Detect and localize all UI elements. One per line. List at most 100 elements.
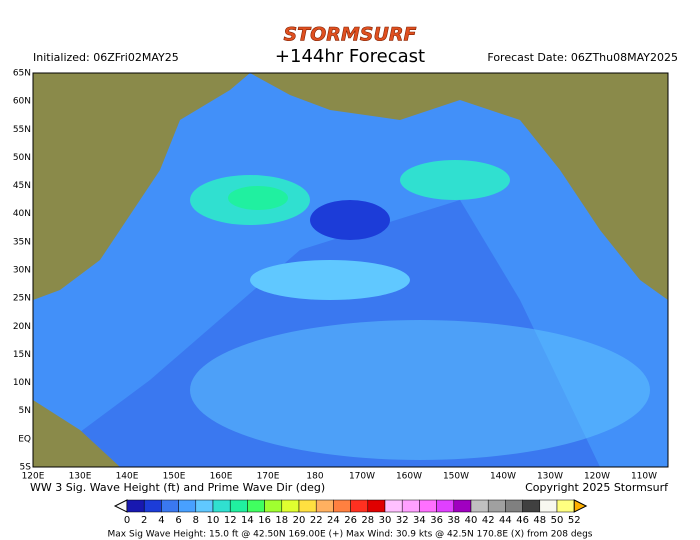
- forecast-date: Forecast Date: 06ZThu08MAY2025: [487, 51, 678, 64]
- colorbar-label: 48: [533, 515, 546, 526]
- lon-label: 140E: [116, 472, 139, 482]
- lon-label: 170E: [257, 472, 280, 482]
- lon-label: 150E: [163, 472, 186, 482]
- logo: STORMSURF: [283, 24, 416, 46]
- colorbar-cell: [229, 499, 248, 513]
- lon-label: 180: [306, 472, 323, 482]
- lat-label: 20N: [13, 322, 31, 332]
- colorbar-cell: [419, 499, 437, 513]
- lon-label: 130E: [69, 472, 92, 482]
- colorbar-label: 24: [327, 515, 340, 526]
- lon-label: 130W: [537, 472, 563, 482]
- initialized: Initialized: 06ZFri02MAY25: [33, 51, 179, 64]
- lat-label: 55N: [13, 125, 31, 135]
- colorbar-label: 42: [482, 515, 495, 526]
- lat-label: 35N: [13, 237, 31, 247]
- colorbar-label: 0: [124, 515, 130, 526]
- colorbar-cell: [195, 499, 214, 513]
- lat-label: 60N: [13, 97, 31, 107]
- lat-label: 40N: [13, 209, 31, 219]
- colorbar-label: 2: [141, 515, 147, 526]
- colorbar-label: 40: [465, 515, 478, 526]
- colorbar-cell: [161, 499, 179, 513]
- colorbar-label: 38: [447, 515, 460, 526]
- colorbar-label: 10: [207, 515, 220, 526]
- colorbar-cell: [453, 499, 472, 513]
- land-asia: [33, 73, 250, 300]
- colorbar-end: [573, 499, 588, 513]
- colorbar-cell: [333, 499, 351, 513]
- lon-label: 170W: [349, 472, 375, 482]
- lat-label: 5N: [19, 406, 31, 416]
- colorbar-label: 18: [275, 515, 288, 526]
- map: [32, 72, 669, 468]
- colorbar-cell: [298, 499, 317, 513]
- colorbar-label: 6: [175, 515, 181, 526]
- copyright: Copyright 2025 Stormsurf: [525, 481, 669, 494]
- colorbar-label: 30: [379, 515, 392, 526]
- colorbar-cell: [505, 499, 523, 513]
- colorbar-label: 8: [193, 515, 199, 526]
- colorbar-label: 12: [224, 515, 237, 526]
- map-frame: [32, 72, 669, 468]
- colorbar-label: 28: [361, 515, 374, 526]
- wave-zone: [310, 200, 390, 240]
- wave-zone: [250, 260, 410, 300]
- lat-label: 50N: [13, 153, 31, 163]
- colorbar-cell: [470, 499, 489, 513]
- colorbar-label: 52: [568, 515, 581, 526]
- lon-label: 150W: [443, 472, 469, 482]
- lat-label: 5S: [20, 463, 32, 473]
- colorbar-cell: [143, 499, 162, 513]
- wave-zone: [190, 320, 650, 460]
- lat-label: 15N: [13, 350, 31, 360]
- colorbar-label: 26: [344, 515, 357, 526]
- colorbar-cell: [539, 499, 558, 513]
- colorbar-cell: [126, 499, 145, 513]
- lat-label: 45N: [13, 181, 31, 191]
- colorbar-cell: [436, 499, 455, 513]
- wave-zone: [33, 73, 668, 467]
- colorbar-cell: [401, 499, 420, 513]
- stats: Max Sig Wave Height: 15.0 ft @ 42.50N 16…: [108, 530, 593, 540]
- colorbar-label: 34: [413, 515, 426, 526]
- lon-label: 120E: [22, 472, 45, 482]
- colorbar-cell: [367, 499, 386, 513]
- colorbar-end: [113, 499, 128, 513]
- colorbar-cell: [384, 499, 403, 513]
- colorbar-cell: [247, 499, 265, 513]
- colorbar-label: 36: [430, 515, 443, 526]
- lat-label: 25N: [13, 294, 31, 304]
- colorbar-cell: [178, 499, 197, 513]
- colorbar-cell: [264, 499, 283, 513]
- colorbar-label: 46: [516, 515, 529, 526]
- title: +144hr Forecast: [275, 46, 425, 67]
- lon-label: 160W: [396, 472, 422, 482]
- colorbar-label: 16: [258, 515, 271, 526]
- colorbar-label: 32: [396, 515, 409, 526]
- colorbar-cell: [556, 499, 575, 513]
- lon-label: 140W: [490, 472, 516, 482]
- wave-zone: [228, 186, 288, 210]
- colorbar-label: 44: [499, 515, 512, 526]
- lon-label: 160E: [210, 472, 233, 482]
- colorbar-cell: [350, 499, 369, 513]
- colorbar-label: 20: [293, 515, 306, 526]
- colorbar-label: 4: [158, 515, 164, 526]
- lat-label: 10N: [13, 378, 31, 388]
- colorbar-label: 50: [551, 515, 564, 526]
- colorbar-cell: [281, 499, 300, 513]
- lat-label: 30N: [13, 266, 31, 276]
- caption: WW 3 Sig. Wave Height (ft) and Prime Wav…: [30, 481, 325, 494]
- colorbar-cell: [315, 499, 334, 513]
- land-america: [250, 73, 668, 300]
- land-islands: [33, 400, 120, 467]
- colorbar-cell: [212, 499, 231, 513]
- colorbar-label: 14: [241, 515, 254, 526]
- lat-label: 65N: [13, 69, 31, 79]
- lat-label: EQ: [18, 434, 31, 444]
- wave-zone: [400, 160, 510, 200]
- colorbar-cell: [522, 499, 541, 513]
- lon-label: 120W: [584, 472, 610, 482]
- colorbar-cell: [487, 499, 506, 513]
